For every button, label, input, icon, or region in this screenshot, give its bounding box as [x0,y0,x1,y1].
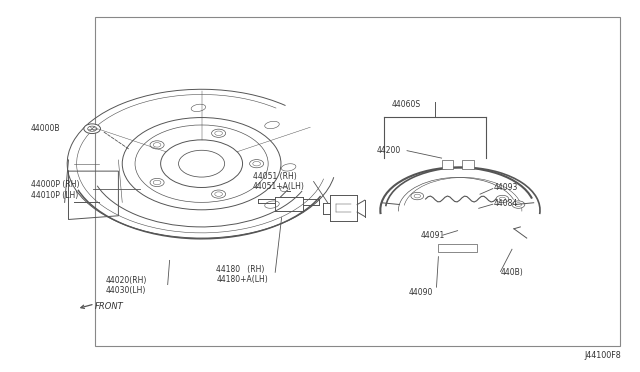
Bar [95,17,620,346]
Text: 44091: 44091 [421,231,445,240]
Text: 44180   (RH): 44180 (RH) [216,265,265,274]
Circle shape [84,124,100,134]
Text: 44093: 44093 [494,183,518,192]
Text: 44030(LH): 44030(LH) [106,286,146,295]
Text: 44200: 44200 [376,146,401,155]
Circle shape [212,129,226,137]
Text: 44051 (RH): 44051 (RH) [253,172,296,181]
Text: J44100F8: J44100F8 [584,351,621,360]
Bar [438,244,477,252]
Circle shape [150,179,164,187]
Bar [462,160,474,169]
Circle shape [212,190,226,198]
Text: 44000B: 44000B [31,124,60,133]
Text: 44060S: 44060S [392,100,421,109]
Text: 44000P (RH): 44000P (RH) [31,180,79,189]
Text: 44010P (LH): 44010P (LH) [31,191,78,200]
Text: 44020(RH): 44020(RH) [106,276,147,285]
Text: 44090: 44090 [408,288,433,296]
Circle shape [411,192,424,200]
Circle shape [280,187,288,192]
Circle shape [496,195,509,203]
Circle shape [250,160,264,168]
Text: 44051+A(LH): 44051+A(LH) [253,182,305,191]
Circle shape [150,141,164,149]
Text: 44084: 44084 [494,199,518,208]
Text: 44180+A(LH): 44180+A(LH) [216,275,268,284]
Text: FRONT: FRONT [95,302,124,311]
Text: 440B): 440B) [501,268,524,277]
Bar [442,160,453,169]
Circle shape [512,201,525,208]
